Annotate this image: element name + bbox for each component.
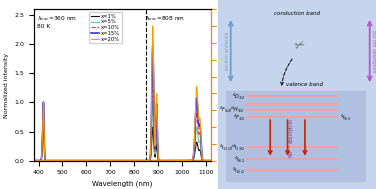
Text: valence band: valence band (287, 82, 323, 87)
Text: $^4F_{5/2}$/$^4H_{9/2}$: $^4F_{5/2}$/$^4H_{9/2}$ (220, 105, 245, 114)
Text: exciton emission: exciton emission (225, 32, 230, 70)
Text: $^4I_{15/2}$: $^4I_{15/2}$ (232, 165, 245, 175)
Text: conduction band: conduction band (274, 11, 320, 16)
Bar (226, 91, 365, 181)
Text: $\lambda_{exc}$=808 nm: $\lambda_{exc}$=808 nm (145, 14, 185, 23)
Text: Nd$^{3+}$ absorption: Nd$^{3+}$ absorption (287, 118, 297, 158)
X-axis label: Wavelength (nm): Wavelength (nm) (92, 181, 152, 187)
Text: $^4I_{9/2}$: $^4I_{9/2}$ (234, 154, 245, 163)
Text: $^4D_{3/2}$: $^4D_{3/2}$ (232, 92, 245, 101)
Text: ✂: ✂ (293, 37, 307, 53)
Text: 350 nm absorption: 350 nm absorption (371, 29, 376, 73)
Legend: x=1%, x=5%, x=10%, x=15%, x=20%: x=1%, x=5%, x=10%, x=15%, x=20% (89, 12, 122, 43)
Text: $^4I_{11/2}$/$^4I_{13/2}$: $^4I_{11/2}$/$^4I_{13/2}$ (219, 143, 245, 152)
Y-axis label: Normalized intensity: Normalized intensity (4, 53, 9, 118)
Text: $^4I_{9/2}$: $^4I_{9/2}$ (340, 112, 350, 122)
Y-axis label: 20% Nd3+ Normalized intensity: 20% Nd3+ Normalized intensity (235, 38, 240, 132)
Text: $^4F_{3/2}$: $^4F_{3/2}$ (233, 112, 245, 122)
Text: $\lambda_{exc}$=360 nm
80 K: $\lambda_{exc}$=360 nm 80 K (37, 14, 77, 29)
